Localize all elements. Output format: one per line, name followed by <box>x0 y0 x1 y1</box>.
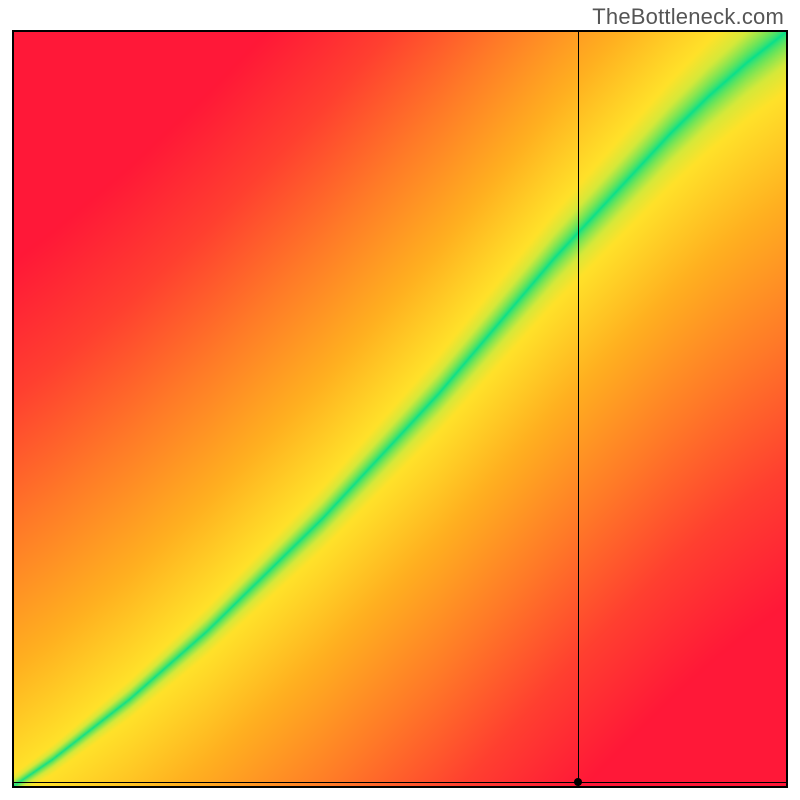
plot-frame <box>12 30 788 788</box>
crosshair-vertical <box>578 32 579 786</box>
bottleneck-heatmap <box>14 32 786 786</box>
marker-dot <box>574 778 582 786</box>
chart-container: TheBottleneck.com <box>0 0 800 800</box>
crosshair-horizontal <box>14 782 786 783</box>
watermark-text: TheBottleneck.com <box>592 4 784 30</box>
